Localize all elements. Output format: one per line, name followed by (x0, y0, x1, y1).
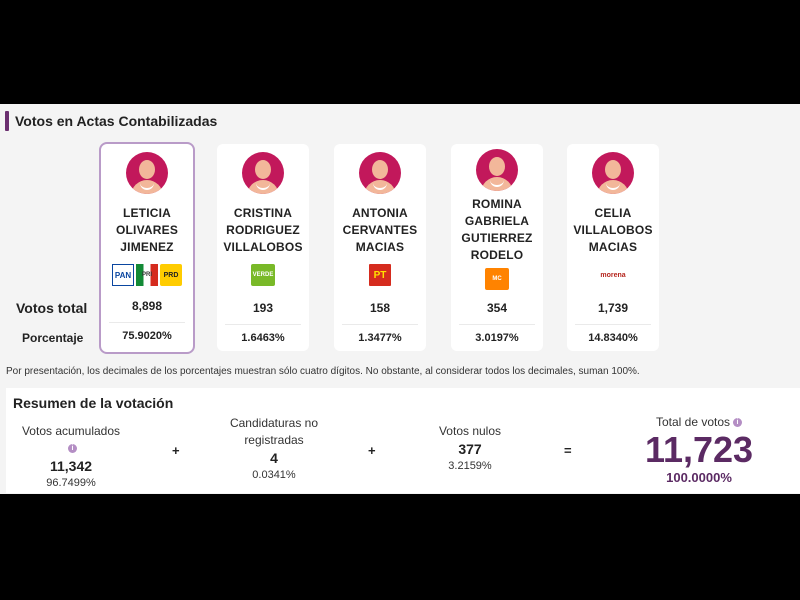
prd-logo-icon: PRD (160, 264, 182, 286)
candidate-votes: 8,898 (131, 299, 163, 313)
decimals-footnote: Por presentación, los decimales de los p… (6, 366, 640, 377)
candidate-votes: 354 (486, 301, 508, 315)
plus-operator: + (368, 443, 376, 458)
morena-logo-icon: morena (600, 271, 626, 279)
party-logos: PT (334, 264, 426, 286)
candidate-percent: 3.0197% (475, 332, 519, 344)
pt-logo-icon: PT (369, 264, 391, 286)
acumulados-percent: 96.7499% (46, 477, 96, 489)
plus-operator: + (172, 443, 180, 458)
summary-title: Resumen de la votación (13, 395, 174, 411)
candidate-percent: 1.6463% (241, 332, 285, 344)
results-panel: Votos en Actas Contabilizadas Votos tota… (0, 104, 800, 494)
nulos-value: 377 (458, 441, 482, 457)
candidate-name: CELIA VILLALOBOS MACIAS (573, 206, 653, 254)
section-title: Votos en Actas Contabilizadas (15, 113, 218, 129)
candidate-votes: 193 (252, 301, 274, 315)
candidate-card-romina[interactable]: ROMINA GABRIELA GUTIERREZ RODELO MC 354 … (451, 144, 543, 351)
nulos-percent: 3.2159% (448, 460, 492, 472)
candidate-card-leticia[interactable]: LETICIA OLIVARES JIMENEZ PAN PRI PRD 8,8… (99, 142, 195, 354)
pri-logo-icon: PRI (136, 264, 158, 286)
verde-logo-icon: VERDE (251, 264, 275, 286)
party-logos: MC (451, 268, 543, 290)
candidate-card-celia[interactable]: CELIA VILLALOBOS MACIAS morena 1,739 14.… (567, 144, 659, 351)
summary-votos-nulos: Votos nulos 377 3.2159% (420, 423, 520, 474)
candidate-votes: 158 (369, 301, 391, 315)
no-registradas-label: Candidaturas no registradas (229, 416, 319, 447)
party-logos: PAN PRI PRD (101, 264, 193, 286)
party-logos: morena (567, 264, 659, 286)
row-label-votos-total: Votos total (16, 300, 88, 316)
candidate-card-cristina[interactable]: CRISTINA RODRIGUEZ VILLALOBOS VERDE 193 … (217, 144, 309, 351)
divider (225, 324, 301, 325)
party-logos: VERDE (217, 264, 309, 286)
candidate-name: LETICIA OLIVARES JIMENEZ (115, 206, 179, 254)
summary-total-votos: Total de votos i 11,723 100.0000% (624, 414, 774, 487)
avatar (242, 152, 284, 194)
candidate-percent: 1.3477% (358, 332, 402, 344)
section-header: Votos en Actas Contabilizadas (5, 111, 217, 131)
equals-operator: = (564, 443, 572, 458)
avatar (476, 149, 518, 191)
candidate-name: CRISTINA RODRIGUEZ VILLALOBOS (223, 206, 303, 254)
no-registradas-value: 4 (270, 450, 278, 466)
summary-candidaturas-no-registradas: Candidaturas no registradas 4 0.0341% (214, 415, 334, 483)
acumulados-value: 11,342 (49, 458, 93, 474)
candidate-name: ROMINA GABRIELA GUTIERREZ RODELO (461, 197, 533, 262)
divider (575, 324, 651, 325)
divider (342, 324, 418, 325)
info-icon[interactable]: i (68, 444, 77, 454)
candidate-name: ANTONIA CERVANTES MACIAS (342, 206, 418, 254)
pan-logo-icon: PAN (112, 264, 134, 286)
avatar (126, 152, 168, 194)
candidate-votes: 1,739 (597, 301, 629, 315)
avatar (359, 152, 401, 194)
section-accent-bar (5, 111, 9, 131)
summary-votos-acumulados: Votos acumulados i 11,342 96.7499% (16, 423, 126, 491)
total-value: 11,723 (644, 429, 754, 470)
candidate-card-antonia[interactable]: ANTONIA CERVANTES MACIAS PT 158 1.3477% (334, 144, 426, 351)
nulos-label: Votos nulos (438, 424, 502, 438)
divider (459, 324, 535, 325)
info-icon[interactable]: i (733, 418, 743, 428)
acumulados-label: Votos acumulados (21, 424, 121, 438)
divider (109, 322, 185, 323)
vote-summary: Resumen de la votación Votos acumulados i… (6, 388, 800, 493)
movimiento-ciudadano-logo-icon: MC (485, 268, 509, 290)
candidate-percent: 14.8340% (588, 332, 638, 344)
row-label-porcentaje: Porcentaje (22, 331, 84, 345)
no-registradas-percent: 0.0341% (252, 469, 296, 481)
total-percent: 100.0000% (666, 470, 732, 485)
avatar (592, 152, 634, 194)
candidate-percent: 75.9020% (122, 330, 172, 342)
total-label: Total de votos (655, 415, 731, 429)
